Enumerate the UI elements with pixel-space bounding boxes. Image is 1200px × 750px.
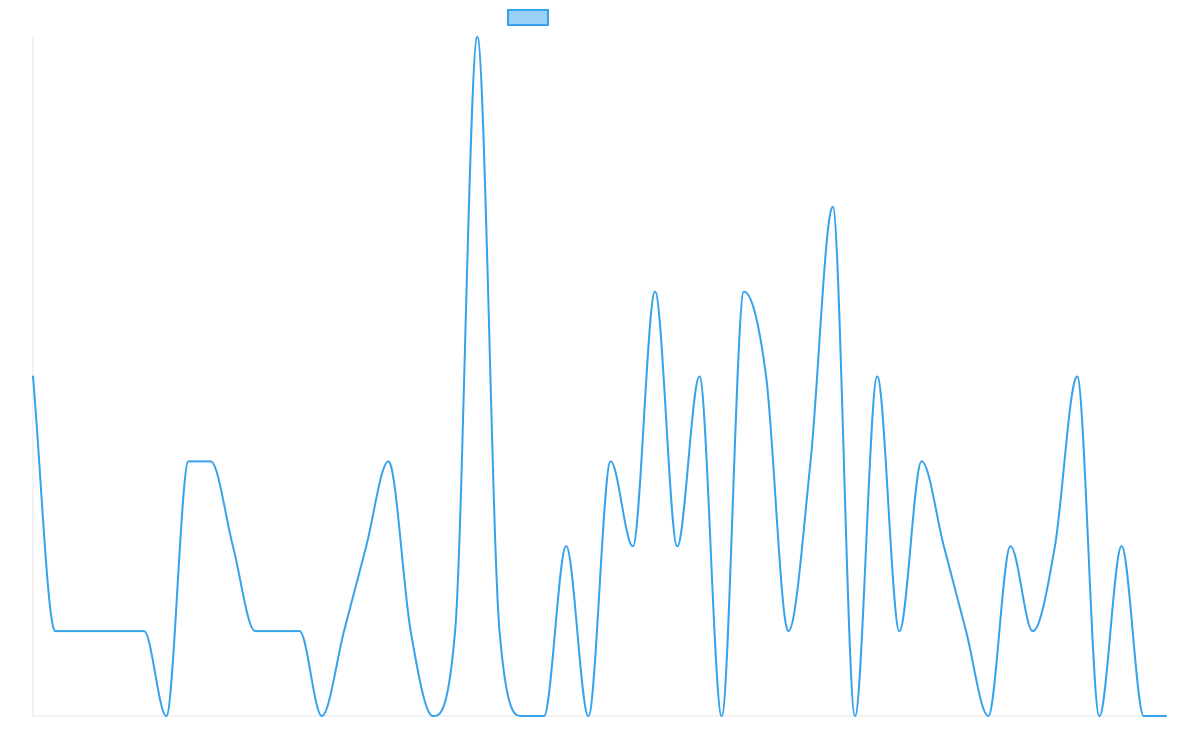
data-point <box>74 628 80 634</box>
data-point <box>852 713 858 719</box>
data-point <box>474 34 480 40</box>
data-point <box>1163 713 1169 719</box>
data-point <box>319 713 325 719</box>
data-point <box>274 628 280 634</box>
data-point <box>674 543 680 549</box>
data-point <box>785 628 791 634</box>
data-point <box>186 458 192 464</box>
data-point <box>919 458 925 464</box>
series-line <box>32 36 1167 717</box>
data-point <box>52 628 58 634</box>
data-point <box>208 458 214 464</box>
data-point <box>385 458 391 464</box>
data-point <box>30 374 36 380</box>
data-point <box>830 204 836 210</box>
data-point <box>808 458 814 464</box>
data-point <box>1074 374 1080 380</box>
data-point <box>230 543 236 549</box>
data-point <box>941 543 947 549</box>
data-points <box>30 34 1169 719</box>
data-point <box>874 374 880 380</box>
legend[interactable] <box>507 9 549 26</box>
data-point <box>163 713 169 719</box>
data-point <box>985 713 991 719</box>
data-point <box>763 374 769 380</box>
data-point <box>741 289 747 295</box>
data-point <box>119 628 125 634</box>
data-point <box>1119 543 1125 549</box>
data-point <box>497 628 503 634</box>
data-point <box>1030 628 1036 634</box>
data-point <box>1096 713 1102 719</box>
data-point <box>363 543 369 549</box>
data-point <box>141 628 147 634</box>
data-point <box>652 289 658 295</box>
data-point <box>519 713 525 719</box>
data-point <box>608 458 614 464</box>
data-point <box>408 628 414 634</box>
data-point <box>541 713 547 719</box>
data-point <box>430 713 436 719</box>
data-point <box>452 628 458 634</box>
data-point <box>963 628 969 634</box>
legend-swatch[interactable] <box>507 9 549 26</box>
data-point <box>719 713 725 719</box>
data-point <box>1141 713 1147 719</box>
data-point <box>1007 543 1013 549</box>
data-point <box>896 628 902 634</box>
data-point <box>341 628 347 634</box>
data-point <box>252 628 258 634</box>
data-point <box>297 628 303 634</box>
data-point <box>696 374 702 380</box>
data-point <box>563 543 569 549</box>
data-point <box>97 628 103 634</box>
data-point <box>630 543 636 549</box>
data-point <box>1052 543 1058 549</box>
data-point <box>585 713 591 719</box>
